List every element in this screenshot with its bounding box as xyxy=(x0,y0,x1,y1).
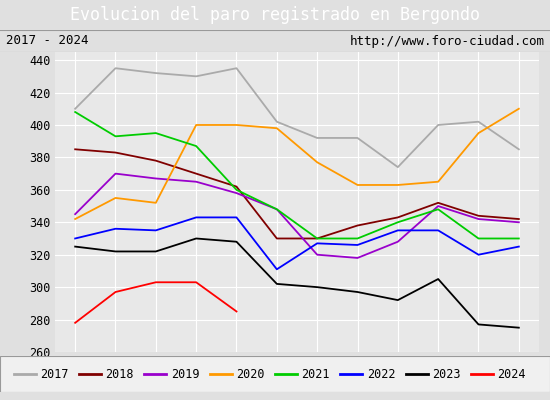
Text: Evolucion del paro registrado en Bergondo: Evolucion del paro registrado en Bergond… xyxy=(70,6,480,24)
Text: 2023: 2023 xyxy=(432,368,460,380)
Text: 2017: 2017 xyxy=(40,368,69,380)
Text: 2020: 2020 xyxy=(236,368,265,380)
Text: 2022: 2022 xyxy=(367,368,395,380)
Text: 2019: 2019 xyxy=(170,368,199,380)
Text: 2017 - 2024: 2017 - 2024 xyxy=(6,34,88,48)
Text: 2021: 2021 xyxy=(301,368,330,380)
Text: 2024: 2024 xyxy=(497,368,526,380)
Text: 2018: 2018 xyxy=(106,368,134,380)
Text: http://www.foro-ciudad.com: http://www.foro-ciudad.com xyxy=(349,34,544,48)
